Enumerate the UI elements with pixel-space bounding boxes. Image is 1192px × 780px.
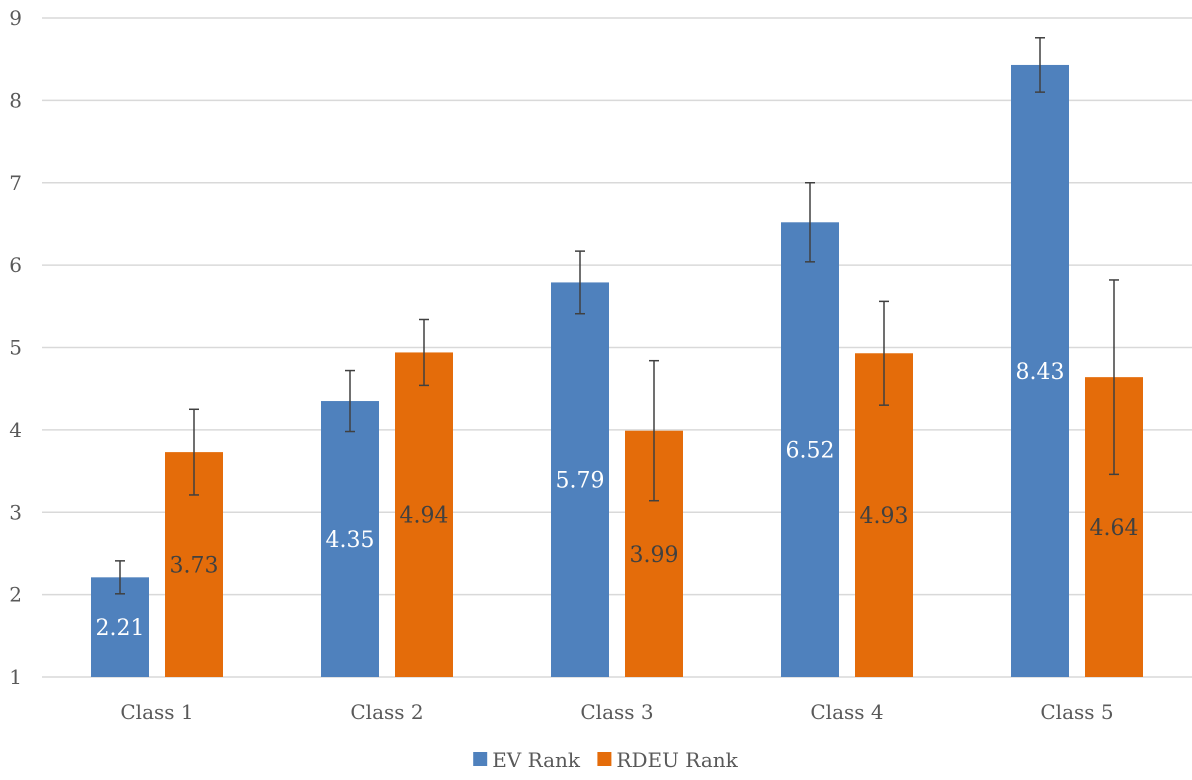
- data-label: 4.93: [860, 504, 909, 529]
- y-tick-label: 5: [9, 336, 22, 360]
- legend-label: RDEU Rank: [616, 748, 738, 772]
- x-tick-label: Class 5: [1040, 700, 1113, 724]
- x-tick-label: Class 1: [120, 700, 193, 724]
- y-tick-label: 2: [9, 583, 22, 607]
- data-label: 4.64: [1090, 516, 1139, 541]
- data-label: 4.35: [326, 528, 375, 553]
- bar: [551, 282, 609, 677]
- axes: 1 2 3 4 5 6 7 8 9 Class 1 Class 2 Class 3 Class 4 Cla…: [9, 6, 1192, 724]
- y-tick-label: 3: [9, 500, 22, 524]
- data-label: 5.79: [556, 469, 605, 494]
- data-label: 4.94: [400, 504, 449, 529]
- legend-swatch: [597, 752, 612, 766]
- bar: [1011, 64, 1069, 678]
- data-label: 3.73: [170, 554, 219, 579]
- data-label: 8.43: [1016, 360, 1065, 385]
- x-tick-label: Class 2: [350, 700, 423, 724]
- legend-label: EV Rank: [492, 748, 581, 772]
- y-tick-label: 8: [9, 88, 22, 112]
- legend-swatch: [473, 752, 488, 766]
- bar: [395, 352, 453, 677]
- bar: [855, 353, 913, 677]
- data-label: 2.21: [96, 616, 145, 641]
- bar: [321, 401, 379, 677]
- error-bars: [115, 37, 1119, 595]
- y-tick-label: 9: [9, 6, 22, 30]
- x-tick-label: Class 3: [580, 700, 653, 724]
- y-tick-label: 6: [9, 253, 22, 277]
- gridlines: [42, 17, 1192, 596]
- y-tick-label: 4: [9, 418, 22, 442]
- data-label: 6.52: [786, 439, 835, 464]
- bars: [91, 64, 1143, 678]
- y-tick-label: 7: [9, 171, 22, 195]
- data-labels: 2.21 4.35 5.79 6.52 8.43 3.73 4.94 3.99 4.93 4.64: [96, 360, 1139, 641]
- x-tick-label: Class 4: [810, 700, 883, 724]
- bar: [781, 222, 839, 678]
- legend: EV Rank RDEU Rank: [473, 748, 739, 772]
- data-label: 3.99: [630, 543, 679, 568]
- y-tick-label: 1: [9, 665, 22, 689]
